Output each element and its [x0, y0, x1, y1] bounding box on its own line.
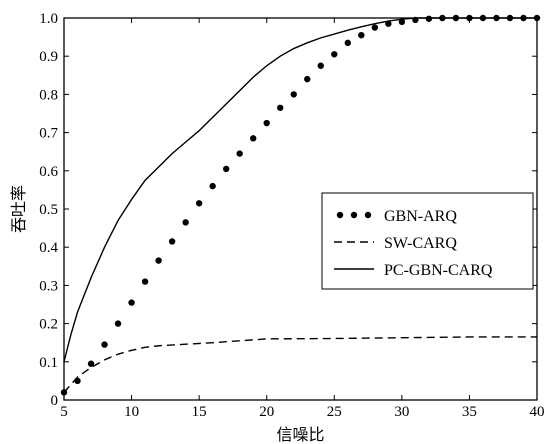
x-tick-label: 35	[462, 404, 477, 420]
x-tick-label: 20	[259, 404, 274, 420]
data-point	[290, 91, 297, 98]
legend-label: GBN-ARQ	[384, 208, 457, 225]
data-point	[209, 182, 216, 190]
y-tick-label: 0.7	[39, 126, 58, 142]
legend-marker	[336, 211, 344, 219]
y-tick-label: 0	[51, 393, 59, 409]
data-point	[304, 75, 311, 83]
tick-labels: 5 10 15 20 25 30 35 40 0 0.1 0.2 0.3 0.4 0.5 0.6 0.7 0.8…	[39, 11, 544, 420]
y-tick-label: 0.6	[39, 164, 58, 180]
data-point	[182, 219, 189, 226]
y-tick-label: 0.9	[39, 49, 58, 65]
x-tick-label: 10	[124, 404, 139, 420]
data-point	[114, 320, 122, 327]
data-point	[385, 20, 392, 27]
x-tick-label: 25	[327, 404, 342, 420]
data-point	[398, 18, 406, 26]
x-tick-label: 40	[530, 404, 545, 420]
x-tick-label: 30	[394, 404, 409, 420]
data-point	[222, 165, 230, 173]
data-point	[101, 341, 108, 348]
y-tick-label: 0.4	[39, 240, 58, 256]
y-axis-label: 吞吐率	[9, 185, 28, 233]
y-tick-label: 0.3	[39, 278, 58, 294]
y-tick-label: 0.1	[39, 355, 58, 371]
legend-box	[321, 192, 534, 290]
data-point	[155, 257, 162, 264]
legend-marker	[364, 211, 372, 219]
data-point	[250, 135, 257, 142]
legend-label: SW-CARQ	[384, 235, 457, 252]
data-point	[425, 15, 433, 22]
series-line	[63, 17, 537, 362]
data-point	[87, 360, 95, 367]
data-point	[344, 39, 351, 47]
y-tick-label: 0.5	[39, 202, 58, 218]
y-tick-label: 0.2	[39, 317, 58, 333]
legend-marker	[350, 211, 358, 219]
series-layer	[60, 14, 541, 396]
data-point	[263, 119, 270, 127]
data-point	[168, 238, 176, 245]
data-point	[331, 51, 338, 58]
y-tick-label: 1.0	[39, 11, 58, 27]
data-point	[195, 200, 203, 207]
x-tick-label: 5	[60, 404, 68, 420]
legend-label: PC-GBN-CARQ	[384, 262, 493, 279]
series-pc-gbn-carq	[63, 17, 537, 362]
data-point	[141, 278, 149, 285]
data-point	[317, 62, 324, 69]
x-axis-label: 信噪比	[276, 425, 324, 444]
x-tick-label: 15	[192, 404, 207, 420]
series-sw-carq	[63, 336, 537, 393]
data-point	[371, 24, 379, 31]
data-point	[358, 31, 365, 39]
data-point	[236, 150, 243, 157]
legend: GBN-ARQ SW-CARQ PC-GBN-CARQ	[321, 192, 534, 290]
data-point	[128, 299, 135, 306]
data-point	[277, 104, 284, 111]
series-line	[63, 336, 537, 393]
y-tick-label: 0.8	[39, 87, 58, 103]
